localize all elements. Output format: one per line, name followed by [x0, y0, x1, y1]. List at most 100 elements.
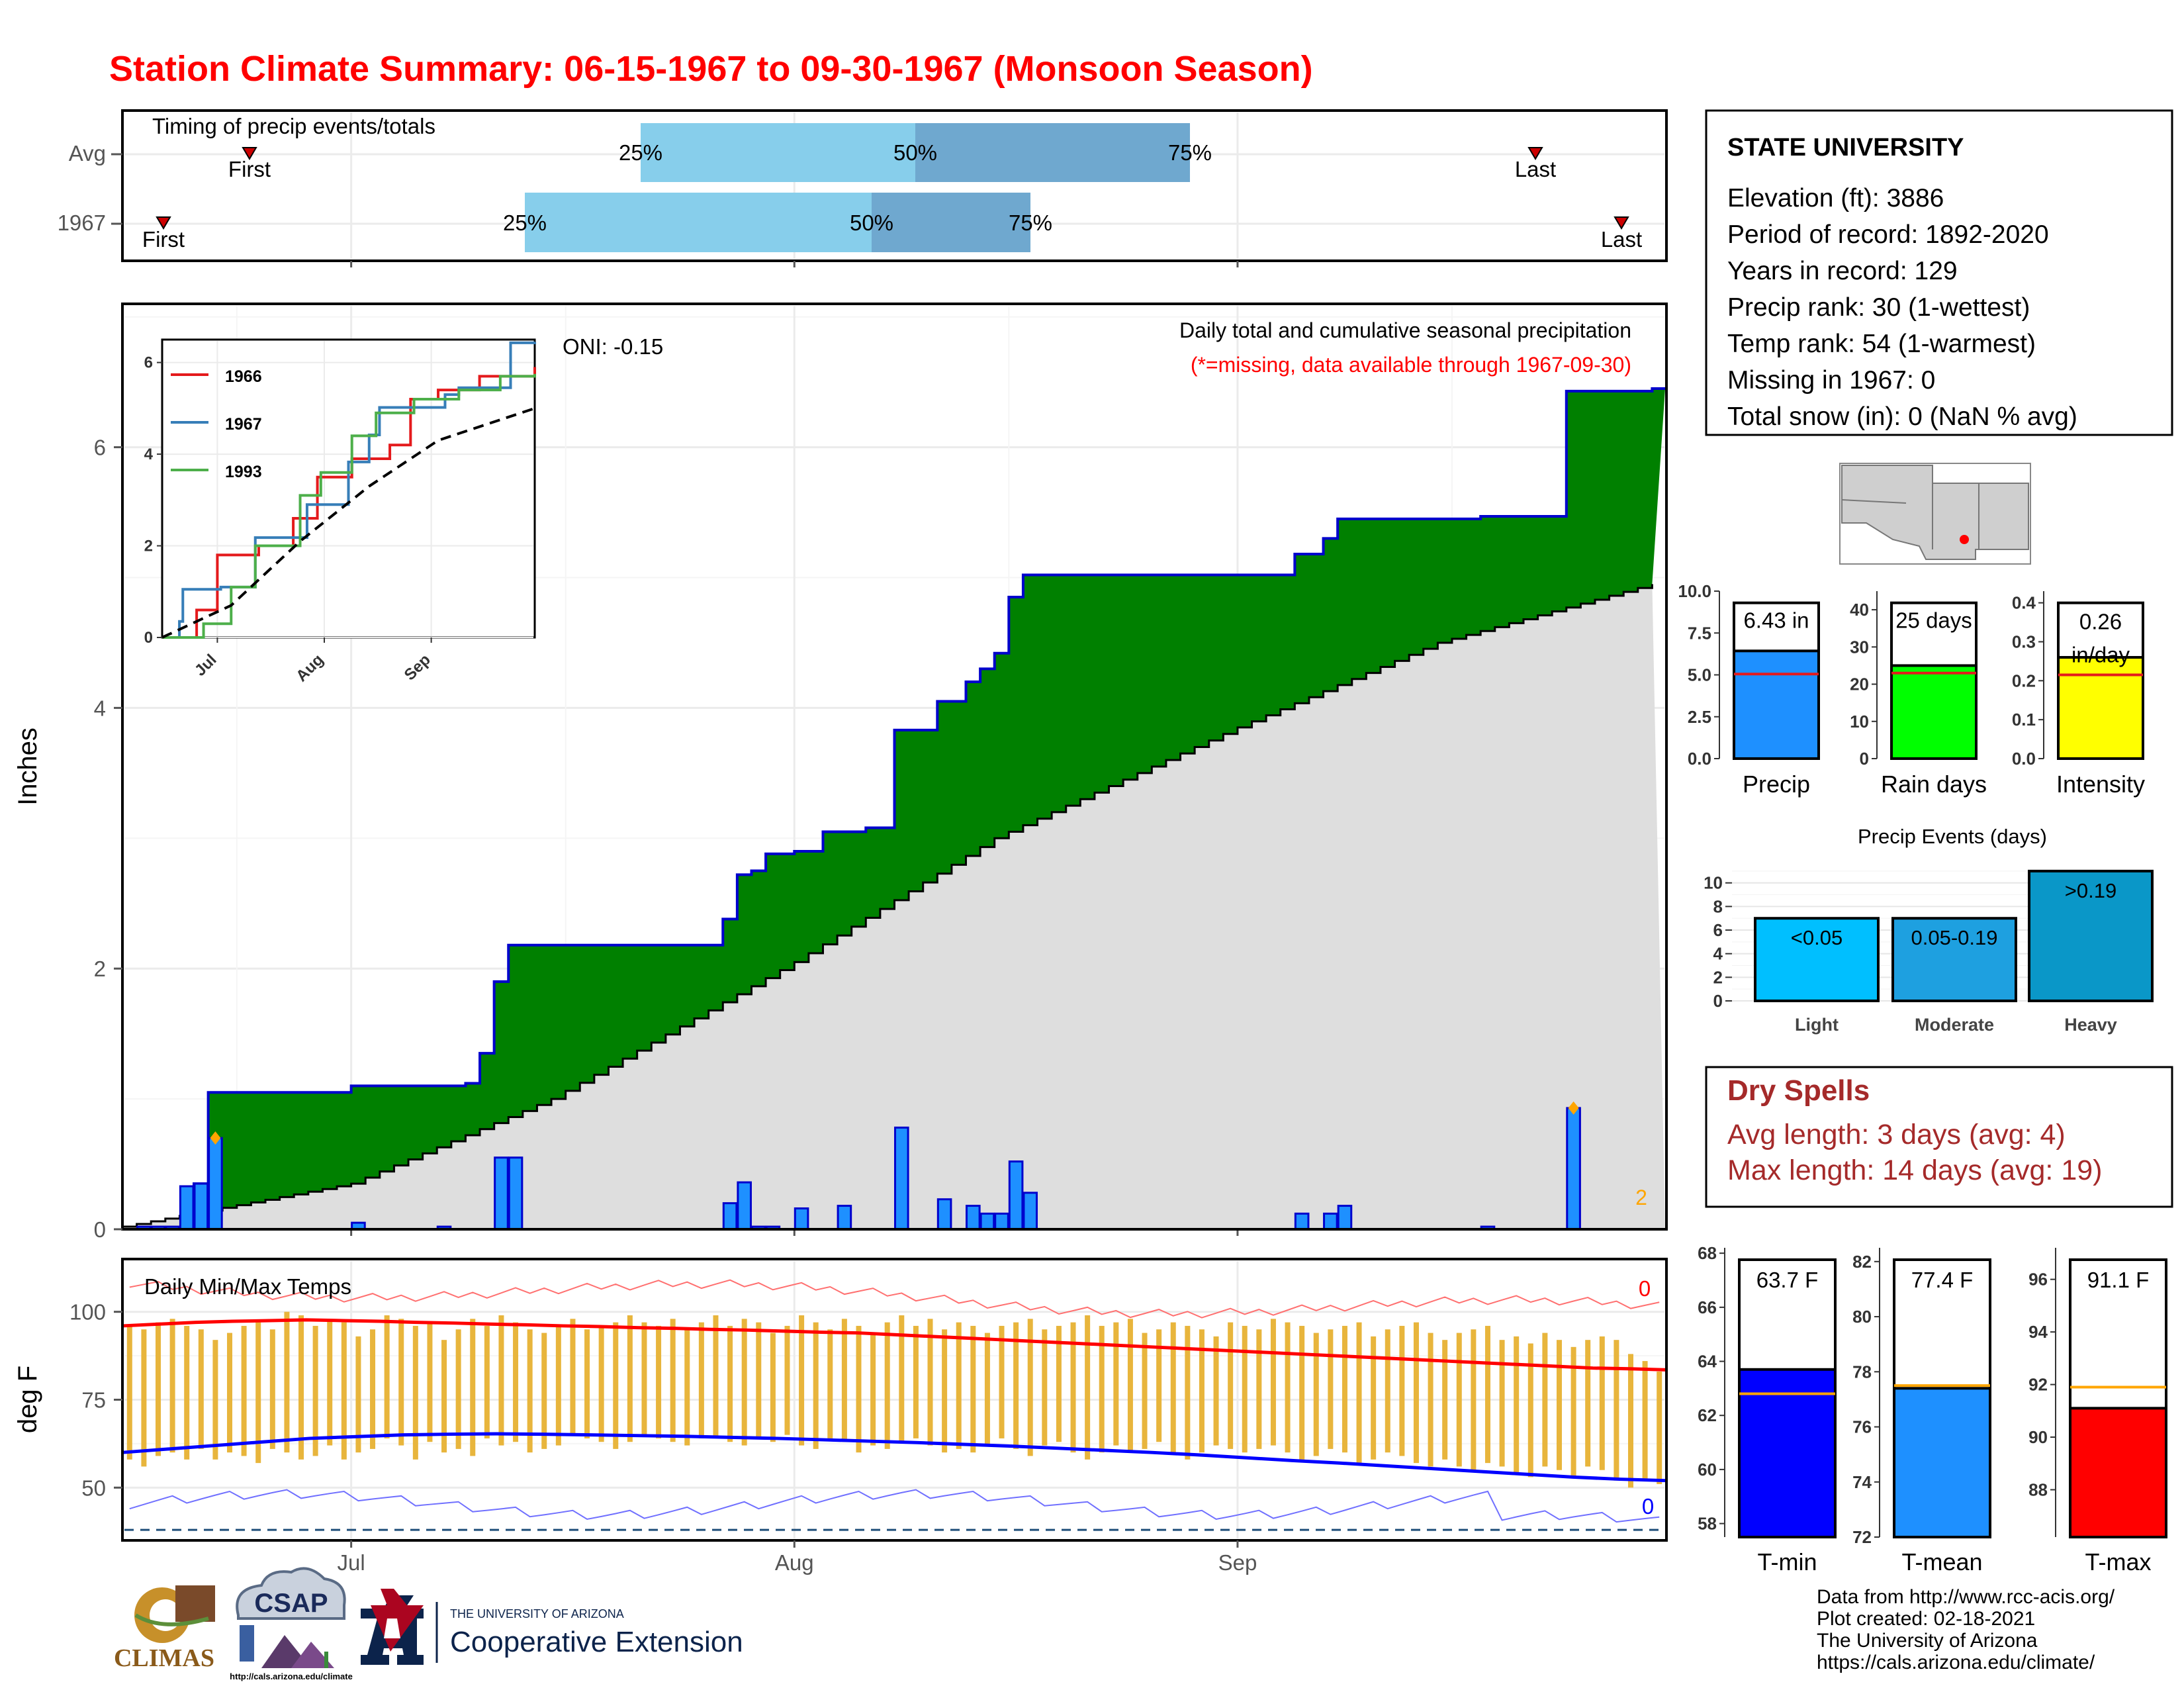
temp-summary-ytick-label: 68 — [1698, 1243, 1717, 1263]
temp-summary-ytick-label: 66 — [1698, 1297, 1717, 1317]
daily-temp-bar — [1371, 1336, 1377, 1460]
temp-summary-ytick-label: 58 — [1698, 1514, 1717, 1534]
daily-temp-bar — [484, 1325, 490, 1438]
events-ytick-label: 2 — [1713, 967, 1723, 987]
daily-temp-bar — [1399, 1325, 1405, 1456]
events-bar-range: >0.19 — [2065, 879, 2116, 902]
daily-temp-bar — [984, 1333, 990, 1446]
summary-ytick-label: 30 — [1850, 637, 1869, 657]
temp-summary-ytick-label: 78 — [1852, 1362, 1872, 1382]
daily-temp-bar — [1456, 1333, 1462, 1467]
temp-ytick-label: 75 — [81, 1388, 106, 1413]
daily-temp-bar — [656, 1325, 662, 1438]
summary-ytick-label: 40 — [1850, 600, 1869, 620]
daily-temp-bar — [1328, 1329, 1334, 1449]
timing-avg-p75: 75% — [1168, 140, 1212, 165]
daily-temp-bar — [799, 1315, 805, 1446]
daily-temp-bar — [341, 1322, 347, 1460]
timing-1967-p75: 75% — [1009, 211, 1052, 235]
temp-summary-ytick-label: 60 — [1698, 1460, 1717, 1479]
daily-temp-bar — [899, 1315, 905, 1442]
inset-series-1966 — [162, 367, 536, 639]
temp-ylabel: deg F — [13, 1366, 42, 1433]
daily-precip-bar — [208, 1137, 223, 1231]
daily-temp-bar — [1099, 1325, 1105, 1453]
inset-ytick-label: 4 — [144, 445, 154, 463]
events-bar-heavy — [2028, 869, 2154, 1003]
summary-ytick-label: 0.0 — [2012, 749, 2036, 769]
temp-ytick-label: 50 — [81, 1476, 106, 1500]
daily-temp-bar — [1042, 1329, 1048, 1446]
station-line-temp-rank: Temp rank: 54 (1-warmest) — [1727, 330, 2036, 358]
inset-series-1993 — [162, 373, 536, 639]
daily-precip-bar — [966, 1205, 981, 1231]
timing-1967-last: Last — [1601, 227, 1642, 252]
daily-temp-bar — [1185, 1325, 1191, 1460]
footer-line-4: https://cals.arizona.edu/climate/ — [1817, 1652, 2095, 1673]
ua-logo: THE UNIVERSITY OF ARIZONA Cooperative Ex… — [361, 1589, 743, 1665]
station-line-snow: Total snow (in): 0 (NaN % avg) — [1727, 402, 2077, 431]
summary-bar-label: Intensity — [2056, 771, 2145, 798]
locator-map — [1839, 463, 2031, 565]
summary-ytick-label: 0.2 — [2012, 671, 2036, 690]
daily-temp-bar — [613, 1322, 619, 1449]
timing-row-1967-label: 1967 — [58, 211, 106, 235]
daily-precip-bar — [1294, 1212, 1310, 1231]
daily-temp-bar — [312, 1325, 318, 1456]
inset-ytick-label: 0 — [144, 629, 153, 647]
daily-temp-bar — [1542, 1333, 1548, 1467]
daily-precip-bar — [994, 1212, 1009, 1231]
daily-temp-bar — [827, 1329, 833, 1438]
daily-temp-bar — [441, 1340, 447, 1453]
daily-temp-bar — [184, 1325, 190, 1460]
daily-temp-bar — [555, 1325, 561, 1446]
dry-spells-title: Dry Spells — [1727, 1074, 1870, 1107]
timing-label: Timing of precip events/totals — [152, 114, 435, 138]
temp-xtick-label: Aug — [775, 1550, 814, 1575]
daily-temp-bar — [956, 1322, 962, 1449]
temp-summary-bar-label: T-mean — [1901, 1548, 1982, 1575]
inset-legend-1966: 1966 — [225, 367, 262, 386]
missing-data-marker — [1568, 1101, 1579, 1115]
summary-ytick-label: 0.0 — [1688, 749, 1711, 769]
daily-temp-bar — [784, 1325, 790, 1435]
csap-logo-url: http://cals.arizona.edu/climate — [230, 1671, 353, 1681]
daily-temp-bar — [1213, 1336, 1219, 1446]
daily-temp-bar — [1170, 1322, 1176, 1453]
daily-temp-bar — [269, 1329, 275, 1449]
daily-temp-bar — [541, 1333, 547, 1449]
events-title: Precip Events (days) — [1858, 825, 2047, 848]
daily-temp-bar — [498, 1315, 504, 1446]
temp-summary-ytick-label: 96 — [2028, 1270, 2048, 1289]
timing-1967-last-marker — [1614, 216, 1629, 230]
daily-temp-bar — [1413, 1322, 1419, 1464]
station-line-period: Period of record: 1892-2020 — [1727, 220, 2049, 249]
daily-temp-bar — [470, 1319, 476, 1456]
daily-temp-bar — [942, 1329, 948, 1453]
temp-summary-value-label: 77.4 F — [1911, 1268, 1974, 1292]
temp-summary-bar-t-mean — [1893, 1387, 1991, 1538]
timing-1967-first-marker — [156, 216, 171, 230]
summary-bar-intensity — [2057, 656, 2144, 760]
temp-summary-ytick-label: 62 — [1698, 1405, 1717, 1425]
daily-temp-bar — [198, 1329, 204, 1449]
precip-note-1: Daily total and cumulative seasonal prec… — [1179, 318, 1631, 342]
temp-summary-bar-t-min — [1738, 1368, 1837, 1539]
summary-ytick-label: 0.3 — [2012, 632, 2036, 651]
daily-temp-bar — [370, 1329, 376, 1449]
events-bar-range: 0.05-0.19 — [1911, 926, 1998, 949]
daily-temp-bar — [770, 1333, 776, 1442]
daily-temp-bar — [1299, 1325, 1305, 1460]
daily-precip-bar — [1323, 1212, 1338, 1231]
timing-avg-last-marker — [1527, 147, 1543, 160]
precip-note-2: (*=missing, data available through 1967-… — [1191, 353, 1631, 377]
summary-ytick-label: 7.5 — [1688, 623, 1711, 643]
daily-precip-bar — [1023, 1192, 1038, 1231]
daily-temp-bar — [841, 1319, 847, 1442]
events-bar-range: <0.05 — [1791, 926, 1843, 949]
temp-summary-ytick-label: 90 — [2028, 1427, 2048, 1447]
daily-temp-bar — [1228, 1322, 1234, 1449]
events-bar-label: Light — [1795, 1015, 1839, 1035]
daily-temp-bar — [1527, 1343, 1533, 1477]
